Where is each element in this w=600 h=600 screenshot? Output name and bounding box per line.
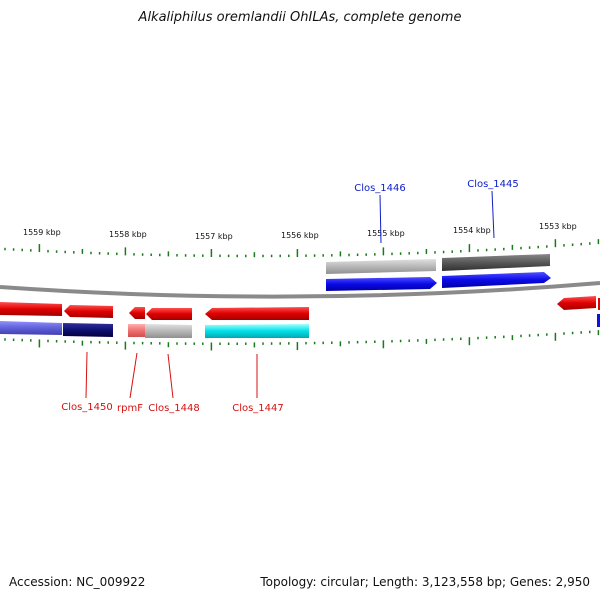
reverse-gene-clos-1447[interactable] (205, 307, 309, 338)
kbp-label: 1557 kbp (195, 232, 233, 241)
scale-ticks-upper (4, 239, 600, 258)
gene-label-clos-1446[interactable]: Clos_1446 (354, 183, 406, 194)
kbp-label: 1556 kbp (281, 231, 319, 240)
reverse-gene-right-edge[interactable] (557, 296, 600, 327)
map-title: Alkaliphilus oremlandii OhILAs, complete… (138, 10, 462, 25)
kbp-label: 1554 kbp (453, 226, 491, 235)
kbp-label: 1555 kbp (367, 229, 405, 238)
callout-line-rpmf (129, 352, 138, 399)
forward-gene-clos-1446[interactable] (326, 259, 437, 291)
accession-text: Accession: NC_009922 (9, 575, 146, 589)
kbp-label: 1559 kbp (23, 228, 61, 237)
gene-label-rpmf[interactable]: rpmF (117, 403, 143, 414)
callout-line-clos-1446 (379, 194, 382, 244)
reverse-gene-left-edge[interactable] (0, 302, 62, 335)
genome-backbone (0, 281, 600, 299)
kbp-label: 1558 kbp (109, 230, 147, 239)
callout-line-clos-1448 (167, 353, 174, 399)
reverse-gene-rpmf[interactable] (128, 307, 145, 337)
scale-ticks-lower (4, 330, 600, 351)
forward-gene-clos-1445[interactable] (442, 254, 551, 288)
callout-line-clos-1450 (85, 351, 88, 399)
gene-label-clos-1450[interactable]: Clos_1450 (61, 402, 113, 413)
gene-label-clos-1445[interactable]: Clos_1445 (467, 179, 519, 190)
reverse-gene-clos-1450[interactable] (63, 305, 113, 337)
gene-label-clos-1448[interactable]: Clos_1448 (148, 403, 200, 414)
kbp-label: 1553 kbp (539, 222, 577, 231)
reverse-gene-clos-1448[interactable] (145, 308, 192, 338)
gene-label-clos-1447[interactable]: Clos_1447 (232, 403, 284, 414)
genome-info-text: Topology: circular; Length: 3,123,558 bp… (260, 575, 590, 589)
callout-line-clos-1445 (491, 190, 495, 239)
